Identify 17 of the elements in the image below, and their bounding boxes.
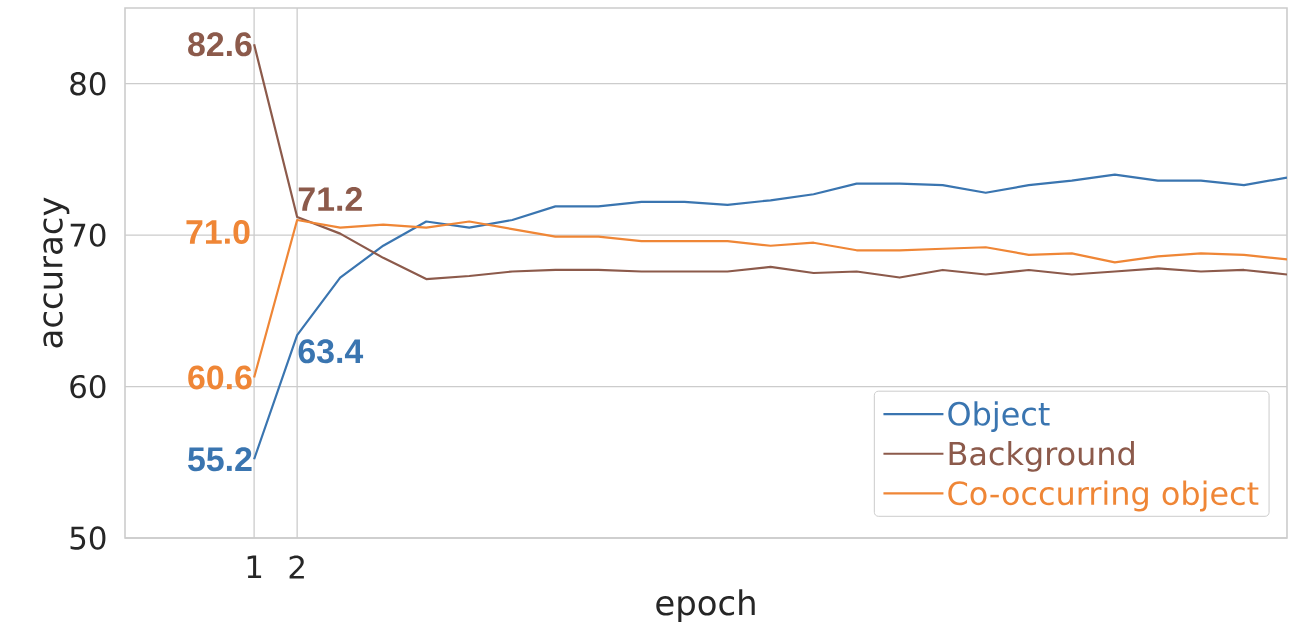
legend-label: Object <box>948 401 1050 433</box>
x-tick-label: 2 <box>289 555 304 579</box>
y-tick-label: 70 <box>70 223 106 247</box>
x-tick-label: 1 <box>247 555 262 579</box>
data-label: 82.6 <box>188 32 252 57</box>
legend-label: Co-occurring object <box>948 480 1259 512</box>
data-label: 71.0 <box>186 220 250 244</box>
data-label: 55.2 <box>188 447 252 472</box>
data-label: 60.6 <box>188 365 252 390</box>
data-label: 63.4 <box>298 339 364 364</box>
data-label: 71.2 <box>298 187 362 211</box>
x-axis-title: epoch <box>656 589 755 623</box>
legend-label: Background <box>949 440 1134 472</box>
y-axis-title: accuracy <box>43 197 70 348</box>
y-tick-label: 50 <box>70 526 106 550</box>
y-tick-label: 60 <box>70 374 106 399</box>
y-tick-label: 80 <box>70 72 106 96</box>
